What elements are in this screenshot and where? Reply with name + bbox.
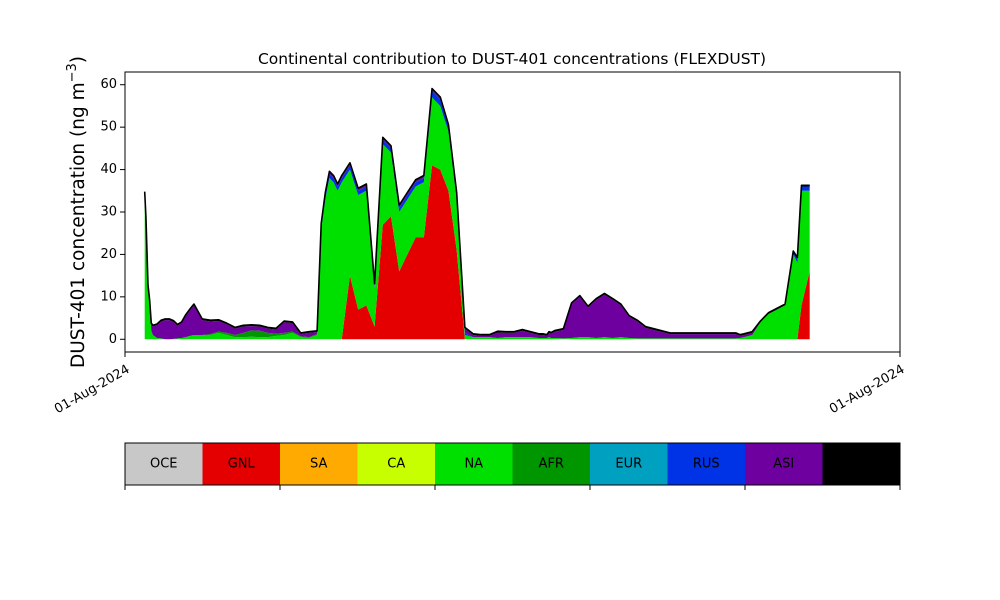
legend-swatch-eur: [590, 443, 668, 485]
legend-swatch-na: [435, 443, 513, 485]
legend-swatch-asi: [745, 443, 823, 485]
legend-label-sa: SA: [310, 457, 327, 472]
total-outline-layer: [143, 87, 810, 336]
y-tick-label: 10: [100, 289, 117, 304]
y-axis-label-exponent: −3: [65, 63, 80, 82]
legend-swatch-afr: [512, 443, 591, 485]
area-rus: [144, 91, 810, 340]
area-aus: [144, 88, 810, 336]
legend-frame: [124, 442, 901, 486]
y-axis-label-text: DUST-401 concentration (ng m: [68, 82, 89, 368]
legend-swatch-sa: [280, 443, 358, 485]
x-tick-label-right: 01-Aug-2024: [827, 362, 907, 417]
legend-label-rus: RUS: [693, 457, 720, 472]
total-outline: [143, 87, 810, 336]
legend-swatch-aus: [822, 443, 901, 485]
legend-label-na: NA: [464, 457, 483, 472]
y-axis-label: DUST-401 concentration (ng m−3): [65, 56, 89, 368]
y-axis-label-close: ): [68, 56, 89, 63]
y-tick-label: 40: [100, 162, 117, 177]
area-afr: [144, 97, 810, 340]
legend-label-afr: AFR: [539, 457, 564, 472]
x-axis-ticks: 01-Aug-2024 01-Aug-2024: [52, 352, 907, 417]
y-tick-label: 0: [109, 332, 117, 347]
legend-label-ca: CA: [387, 457, 405, 472]
stacked-areas: [144, 88, 810, 340]
legend-label-gnl: GNL: [228, 457, 256, 472]
y-axis-ticks: 0 10 20 30 40 50 60: [100, 77, 125, 347]
legend-label-eur: EUR: [615, 457, 642, 472]
area-gnl: [144, 165, 810, 340]
chart-title: Continental contribution to DUST-401 con…: [258, 50, 766, 68]
y-tick-label: 50: [100, 120, 117, 135]
legend-swatch-gnl: [202, 443, 281, 485]
x-tick-label-left: 01-Aug-2024: [52, 362, 132, 417]
continent-color-legend: OCE GNL SA CA NA AFR EUR RUS ASI AUS: [124, 442, 901, 490]
legend-swatch-rus: [667, 443, 746, 485]
legend-label-aus: AUS: [848, 457, 875, 472]
legend-swatch-ca: [357, 443, 436, 485]
legend-label-asi: ASI: [773, 457, 794, 472]
y-tick-label: 60: [100, 77, 117, 92]
area-asi: [144, 89, 810, 340]
legend-swatch-oce: [125, 443, 203, 485]
y-tick-label: 30: [100, 205, 117, 220]
y-tick-label: 20: [100, 247, 117, 262]
area-na: [144, 97, 810, 340]
legend-label-oce: OCE: [150, 457, 178, 472]
